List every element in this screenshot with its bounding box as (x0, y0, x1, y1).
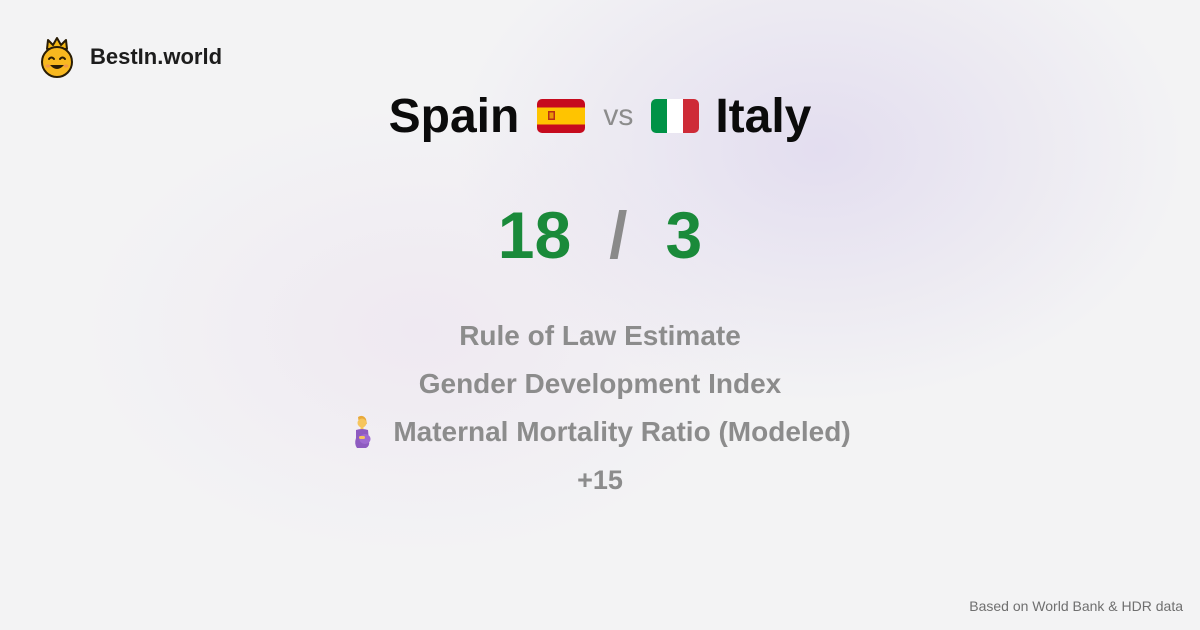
metric-label: Gender Development Index (418, 368, 782, 399)
right-country-name: Italy (715, 89, 812, 143)
metric-item: Maternal Mortality Ratio (Modeled) (349, 408, 851, 456)
left-country-name: Spain (388, 89, 520, 143)
spain-flag-icon (537, 99, 586, 133)
metric-label: Rule of Law Estimate (459, 320, 741, 351)
data-source-note: Based on World Bank & HDR data (969, 598, 1183, 614)
right-score: 3 (665, 198, 703, 272)
brand-name: BestIn.world (90, 44, 223, 69)
metric-label: Maternal Mortality Ratio (Modeled) (393, 416, 851, 447)
score-separator: / (609, 198, 628, 272)
italy-flag-icon (651, 99, 700, 133)
brand-logo[interactable]: BestIn.world (38, 36, 222, 78)
metric-list: Rule of Law Estimate Gender Development … (0, 312, 1200, 504)
metric-item: Rule of Law Estimate (459, 312, 741, 360)
pregnant-woman-icon (355, 415, 371, 448)
score: 18 / 3 (0, 190, 1200, 280)
more-metrics-count: +15 (577, 464, 623, 495)
left-score: 18 (497, 198, 572, 272)
crowned-smiley-icon (41, 37, 73, 78)
metric-item: Gender Development Index (419, 360, 782, 408)
comparison-title: Spain vs Italy (0, 86, 1200, 146)
vs-label: vs (603, 99, 634, 132)
